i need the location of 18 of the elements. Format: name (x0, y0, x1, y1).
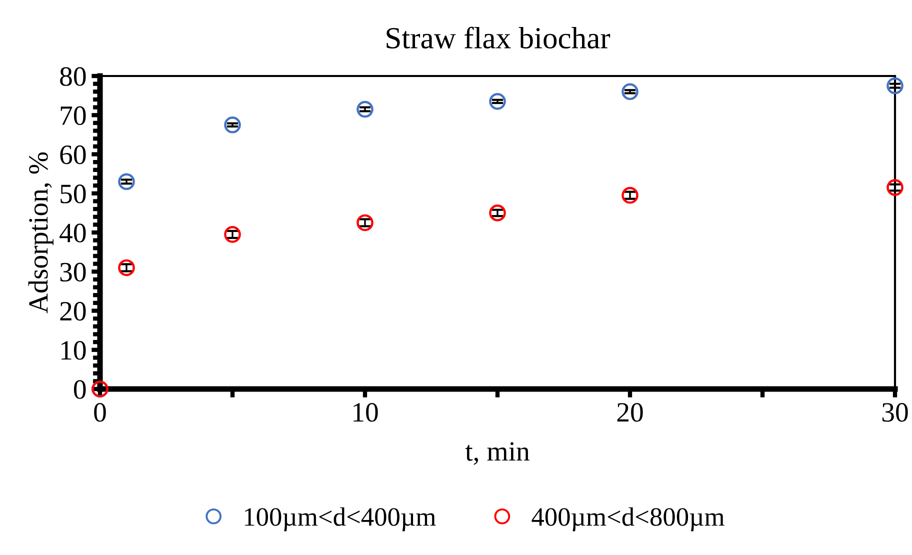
y-tick-label: 70 (60, 106, 86, 126)
y-axis-title: Adsorption, % (28, 152, 54, 314)
x-tick-label: 10 (354, 402, 378, 422)
y-tick-label: 60 (60, 145, 86, 164)
x-tick-label: 30 (882, 402, 908, 422)
y-tick-label: 0 (74, 380, 86, 399)
legend-label: 100µm<d<400µm (244, 507, 436, 532)
legend-label: 400µm<d<800µm (532, 507, 724, 532)
y-tick-label: 40 (60, 224, 86, 242)
x-tick-label: 0 (94, 402, 106, 422)
y-tick-label: 50 (60, 184, 86, 204)
y-tick-label: 80 (60, 67, 86, 86)
x-tick-label: 20 (617, 402, 643, 422)
y-tick-label: 20 (60, 302, 86, 321)
x-axis-title: t, min (465, 442, 530, 465)
chart-title: Straw flax biochar (386, 26, 610, 49)
y-tick-label: 30 (60, 262, 86, 282)
y-tick-label: 10 (61, 341, 86, 360)
